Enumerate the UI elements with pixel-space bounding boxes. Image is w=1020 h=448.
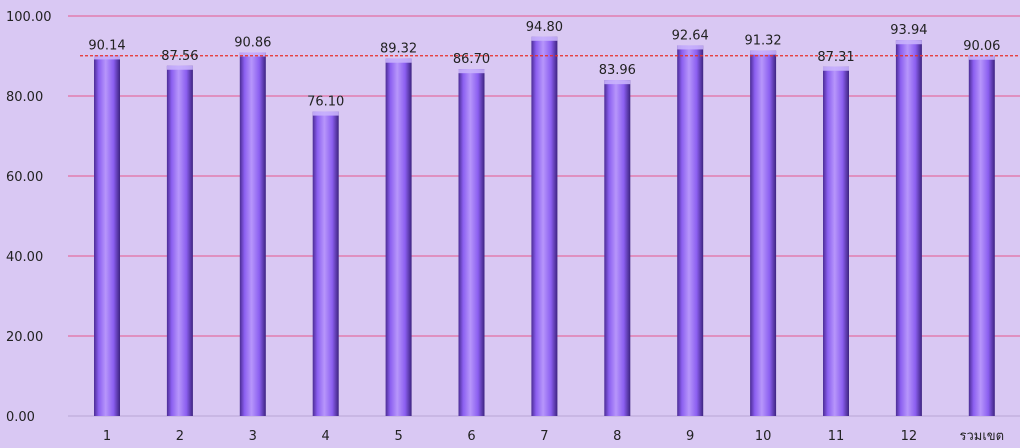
x-tick-label: 9 xyxy=(686,429,694,444)
bar-top xyxy=(823,66,849,71)
data-label: 76.10 xyxy=(307,95,344,110)
x-tick-label: 12 xyxy=(901,429,918,444)
bar xyxy=(968,55,995,416)
x-tick-label: 8 xyxy=(613,429,621,444)
data-label: 89.32 xyxy=(380,42,417,57)
bar-top xyxy=(604,80,631,85)
bar-top xyxy=(94,55,120,60)
bar xyxy=(312,111,339,416)
y-tick-label: 0.00 xyxy=(6,410,35,425)
bar-top xyxy=(895,40,922,45)
bar xyxy=(750,50,777,416)
data-label: 87.56 xyxy=(161,49,198,64)
data-label: 90.86 xyxy=(234,36,271,51)
bar-top xyxy=(312,111,339,116)
data-label: 90.14 xyxy=(88,38,125,53)
data-label: 92.64 xyxy=(672,28,709,43)
bar-top xyxy=(968,55,995,60)
x-tick-label: 1 xyxy=(103,429,111,444)
x-tick-label: 11 xyxy=(828,429,845,444)
bar-top xyxy=(385,58,412,63)
data-label: 94.80 xyxy=(526,20,563,35)
bar-top xyxy=(677,45,704,50)
data-label: 91.32 xyxy=(744,34,781,49)
bar xyxy=(94,55,120,416)
bar-top xyxy=(239,52,266,57)
x-tick-label: รวมเขต xyxy=(959,429,1004,444)
bar xyxy=(677,45,704,416)
bar xyxy=(239,52,266,417)
data-label: 93.94 xyxy=(890,23,927,38)
data-label: 83.96 xyxy=(599,63,636,78)
x-axis-ticks: 1 2 3 4 5 6 7 8 9 10 11 12 รวมเขต xyxy=(103,429,1004,444)
x-tick-label: 6 xyxy=(467,429,475,444)
data-label: 86.70 xyxy=(453,52,490,67)
bar-top xyxy=(458,69,485,74)
y-tick-label: 80.00 xyxy=(6,90,43,105)
bar xyxy=(531,36,558,417)
bar-top xyxy=(531,36,558,41)
y-tick-label: 100.00 xyxy=(6,10,52,25)
x-tick-label: 4 xyxy=(322,429,330,444)
bar xyxy=(895,40,922,417)
x-tick-label: 3 xyxy=(249,429,257,444)
bar xyxy=(385,58,412,416)
bar xyxy=(823,66,849,416)
x-tick-label: 5 xyxy=(394,429,402,444)
y-axis-ticks: 0.00 20.00 40.00 60.00 80.00 100.00 xyxy=(6,10,52,425)
bar xyxy=(458,69,485,416)
x-tick-label: 2 xyxy=(176,429,184,444)
bar xyxy=(166,65,193,416)
x-tick-label: 7 xyxy=(540,429,548,444)
bar-top xyxy=(166,65,193,70)
y-tick-label: 40.00 xyxy=(6,250,43,265)
bar xyxy=(604,80,631,416)
y-tick-label: 20.00 xyxy=(6,330,43,345)
bar-top xyxy=(750,50,777,55)
data-label: 90.06 xyxy=(963,39,1000,54)
bars xyxy=(94,36,995,417)
x-tick-label: 10 xyxy=(755,429,772,444)
y-tick-label: 60.00 xyxy=(6,170,43,185)
data-label: 87.31 xyxy=(817,50,854,65)
value-labels: 90.14 87.56 90.86 76.10 89.32 86.70 94.80 83.96… xyxy=(88,20,1000,110)
